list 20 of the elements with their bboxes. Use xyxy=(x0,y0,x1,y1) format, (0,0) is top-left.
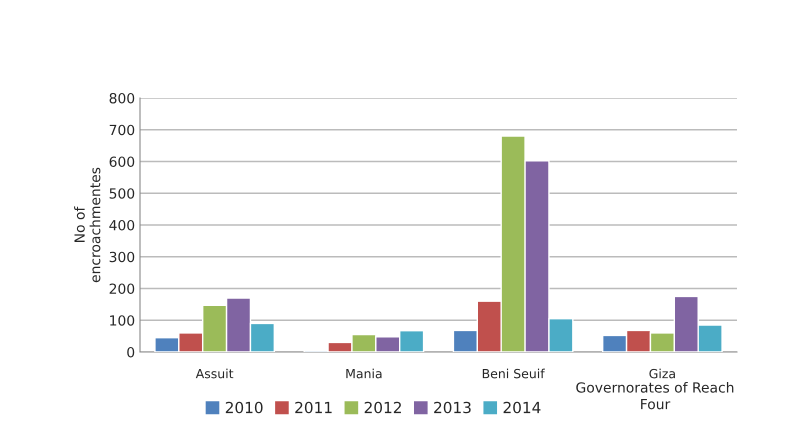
y-tick-label: 600 xyxy=(110,156,134,167)
y-tick-label: 200 xyxy=(110,283,134,294)
x-tick-label: Giza xyxy=(649,368,675,378)
y-tick-label: 700 xyxy=(110,124,134,136)
legend-label: 2013 xyxy=(434,402,471,414)
legend-label: 2011 xyxy=(295,402,332,414)
legend-label: 2014 xyxy=(504,402,540,414)
y-tick-label: 500 xyxy=(110,188,134,199)
x-axis-title: Governorates of Reach Four xyxy=(576,382,734,410)
y-tick-label: 0 xyxy=(127,346,134,358)
legend-label: 2010 xyxy=(226,402,263,414)
legend-label: 2012 xyxy=(364,402,401,414)
y-axis-title: No of encroachmentes xyxy=(74,168,100,282)
y-tick-label: 800 xyxy=(110,92,134,104)
x-tick-label: Assuit xyxy=(196,368,234,378)
y-tick-label: 100 xyxy=(110,315,134,326)
y-tick-label: 300 xyxy=(110,252,134,262)
x-tick-label: Mania xyxy=(346,368,382,378)
x-tick-label: Beni Seuif xyxy=(482,368,545,378)
y-tick-label: 400 xyxy=(109,220,134,230)
